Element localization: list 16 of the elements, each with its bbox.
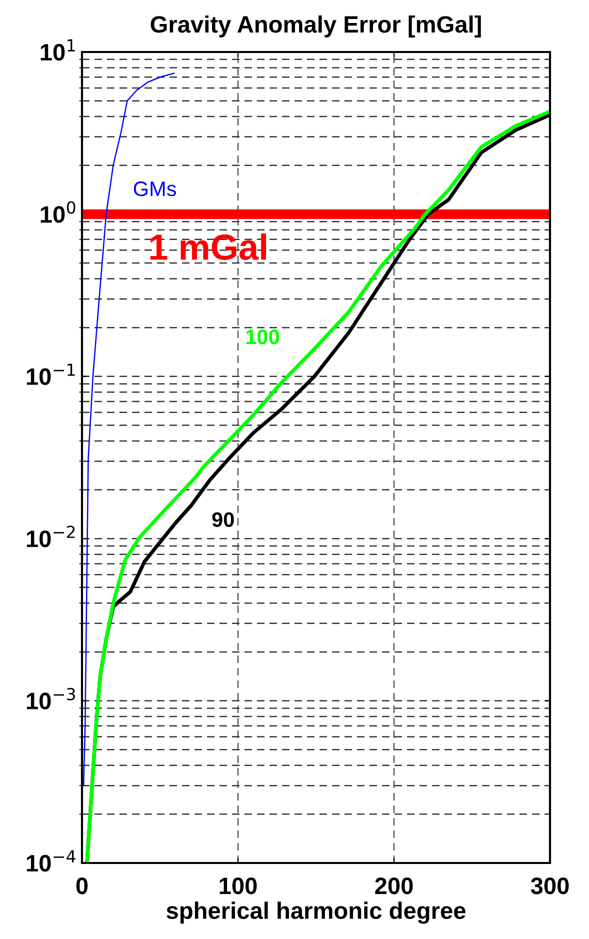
- x-axis-title: spherical harmonic degree: [166, 902, 466, 924]
- x-tick-label: 0: [76, 878, 88, 894]
- x-tick-label: 300: [530, 878, 569, 894]
- series-label: GMs: [134, 181, 176, 196]
- y-tick-label: 10$^{1}$: [40, 39, 75, 61]
- chart-title: Gravity Anomaly Error [mGal]: [150, 15, 481, 38]
- x-tick-label: 100: [220, 878, 257, 894]
- y-tick-label: 10$^{−3}$: [26, 688, 75, 710]
- y-tick-label: 10$^{0}$: [40, 201, 76, 223]
- line-series: [82, 72, 175, 786]
- y-tick-label: 10$^{−1}$: [26, 364, 75, 386]
- y-tick-label: 10$^{−4}$: [26, 850, 76, 872]
- y-tick-label: 10$^{−2}$: [26, 526, 75, 548]
- series-label: 90: [212, 512, 234, 527]
- series-label: 100: [246, 329, 280, 344]
- x-tick-label: 200: [375, 878, 413, 894]
